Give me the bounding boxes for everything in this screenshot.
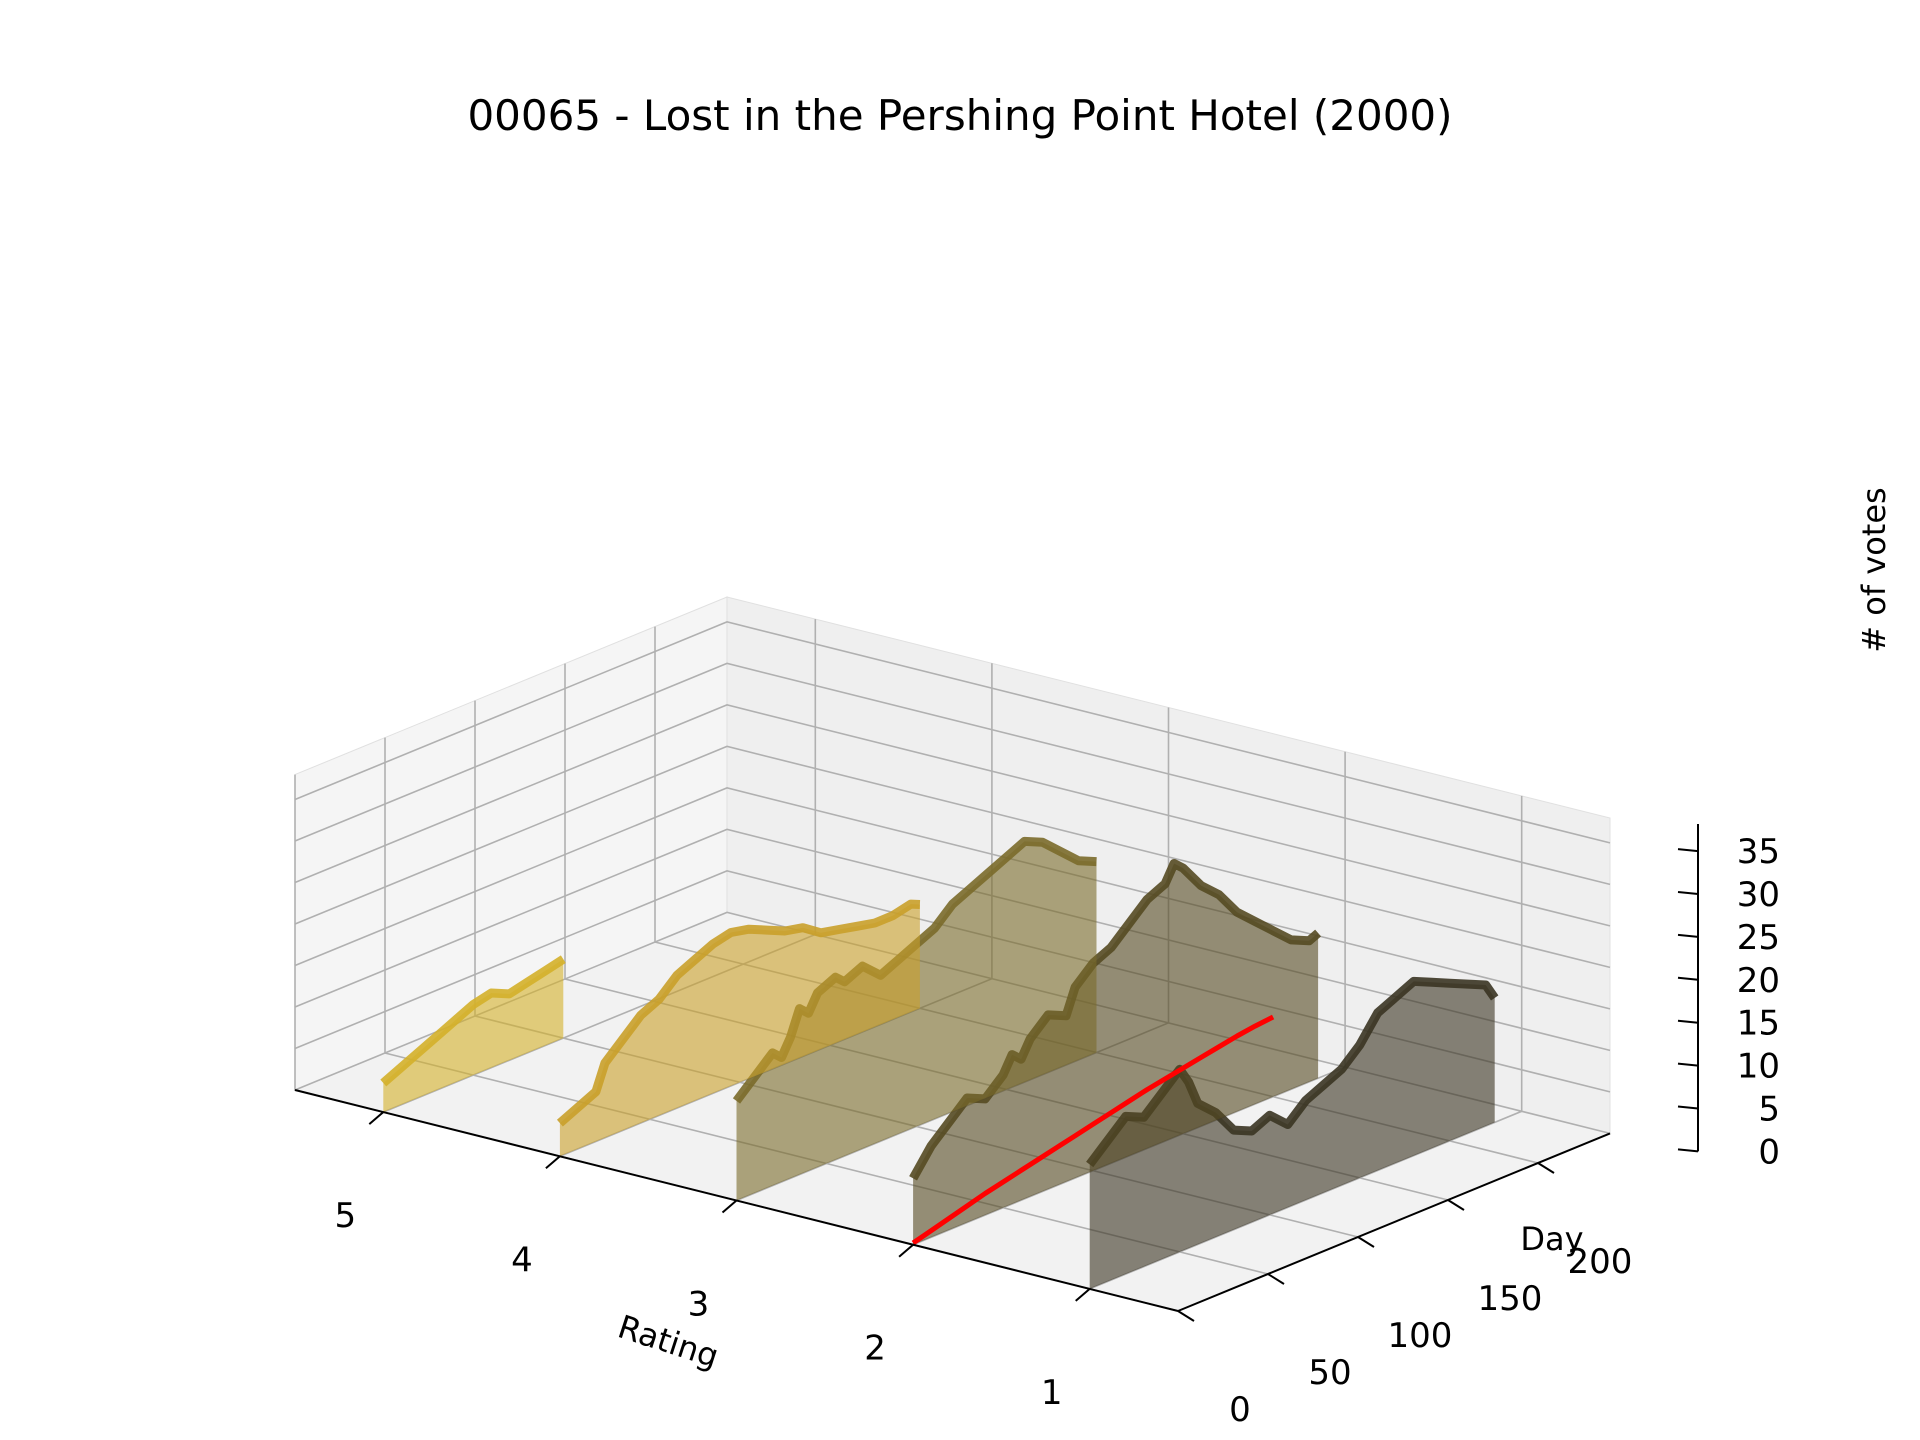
x-tick [368,1111,384,1125]
y-tick-label: 0 [1229,1390,1251,1430]
y-tick [1177,1310,1195,1322]
x-tick [1075,1288,1091,1302]
z-tick [1677,891,1699,895]
z-tick [1677,976,1699,981]
chart-title: 00065 - Lost in the Pershing Point Hotel… [467,91,1452,140]
area-rating-1 [1089,981,1495,1289]
series-areas [380,836,1499,1289]
area-rating-2 [913,863,1319,1245]
z-tick-label: 0 [1758,1132,1780,1172]
area-rating-5 [383,959,564,1113]
x-tick [898,1243,914,1258]
x-tick-label: 5 [334,1196,356,1236]
z-tick-label: 15 [1737,1004,1780,1044]
z-tick-label: 25 [1737,918,1780,958]
y-axis-title: Day [1520,1220,1583,1258]
z-axis-title: # of votes [1855,487,1893,652]
grid-line-votes [294,704,1611,927]
y-tick [1267,1273,1285,1285]
z-tick [1677,848,1699,853]
z-tick [1677,1148,1699,1153]
x-tick [545,1155,561,1170]
x-tick-label: 4 [511,1240,533,1280]
grid-line-votes [294,662,1611,886]
z-tick [1677,1105,1699,1110]
y-tick-label: 100 [1388,1316,1453,1356]
area-rating-3 [736,841,1097,1201]
z-tick-label: 20 [1737,961,1780,1001]
y-tick [1537,1162,1555,1174]
y-tick-label: 150 [1478,1279,1543,1319]
line-rating-4 [556,899,921,1127]
z-tick-label: 30 [1737,875,1780,915]
x-tick-label: 3 [688,1285,710,1325]
trend-line-rating-2 [911,1014,1275,1246]
z-tick [1677,1062,1699,1067]
z-tick-label: 35 [1737,832,1780,872]
y-tick-label: 200 [1568,1242,1633,1282]
line-rating-5 [380,955,566,1087]
grid-line-votes [294,745,1611,969]
z-tick [1677,1019,1699,1024]
y-tick [1357,1236,1375,1248]
x-tick-label: 1 [1041,1373,1063,1413]
x-tick-label: 2 [864,1329,886,1369]
z-tick-label: 5 [1758,1090,1780,1130]
x-tick [721,1199,738,1214]
z-tick-label: 10 [1737,1047,1780,1087]
grid-line-votes [294,621,1611,844]
y-tick [1447,1199,1465,1211]
z-tick [1677,933,1699,938]
area-rating-4 [559,904,920,1157]
y-tick-label: 50 [1308,1353,1351,1393]
